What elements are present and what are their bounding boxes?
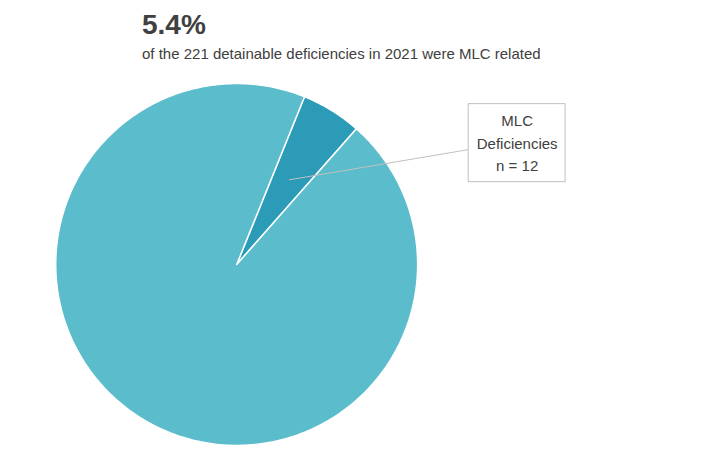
html-text:of the 221 detainable deficien: of the 221 detainable deficiencies in 20… bbox=[142, 45, 541, 62]
html-text:5.4%: 5.4% bbox=[142, 9, 206, 40]
svg-text:MLCDeficienciesn = 12: MLCDeficienciesn = 12 bbox=[477, 112, 558, 174]
